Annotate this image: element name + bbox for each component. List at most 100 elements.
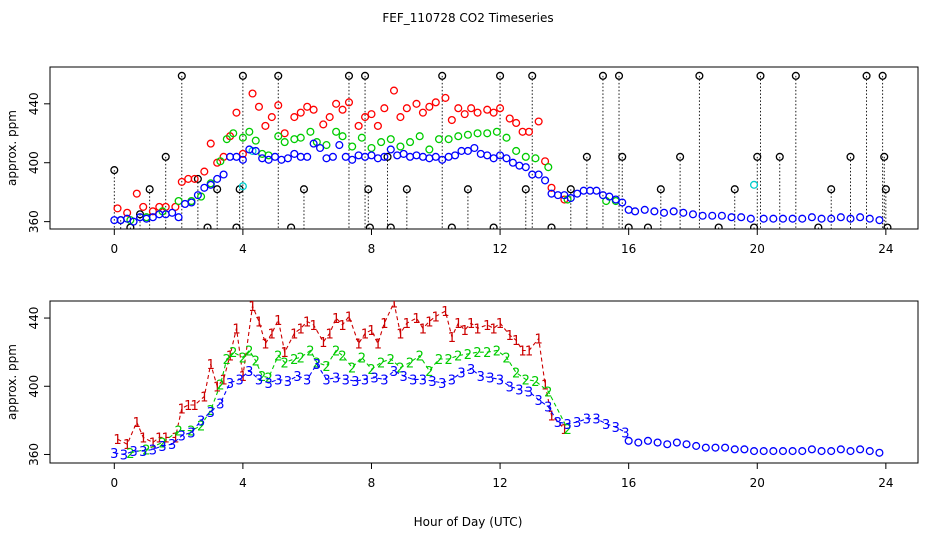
data-point [274,71,283,80]
data-point [460,110,469,119]
data-point [492,127,501,136]
data-point [521,163,530,172]
data-point [512,118,521,128]
data-point [791,71,800,80]
data-point [483,151,492,160]
data-point [541,176,550,185]
data-point [193,191,202,200]
data-point [367,110,376,119]
data-point-label: 3 [361,373,369,388]
data-point-label: 2 [377,356,385,371]
data-point [611,195,620,204]
data-point-label: 3 [236,373,244,388]
data-point-label: 1 [473,322,481,337]
data-point [880,152,889,161]
data-point-label: 3 [612,421,620,436]
data-point [365,223,374,229]
data-point [132,189,141,198]
data-point [759,214,768,223]
data-point-label: 1 [332,312,340,327]
data-point-label: 2 [425,365,433,380]
data-point-label: 1 [448,331,456,346]
data-point-label: 3 [399,370,407,385]
data-point [714,223,723,229]
data-point [277,155,286,164]
data-point-label: 2 [297,351,305,366]
data-point-label: 2 [313,356,321,371]
data-point-label: 3 [535,394,543,409]
data-point [299,185,309,194]
data-point [817,214,826,223]
data-point [213,185,222,194]
data-point-label: 1 [213,380,221,395]
data-point-label: 3 [428,375,436,390]
data-point [566,194,575,203]
data-point-label: 1 [162,431,170,446]
x-tick-label: 12 [492,242,507,256]
data-point [769,214,778,223]
data-point [798,214,807,223]
data-point-label: 2 [174,425,182,440]
data-point-label: 1 [354,338,362,353]
data-point [406,152,415,161]
data-point [473,108,482,117]
data-point [264,155,273,164]
data-point-label: 3 [168,438,176,453]
data-point [473,129,482,138]
data-point [650,207,659,216]
data-point [534,170,543,179]
data-point [618,152,627,161]
data-point [688,210,698,219]
data-point [544,163,553,172]
data-point-label: 2 [306,344,314,359]
data-point-label: 3 [621,426,629,441]
data-point-label: 1 [547,409,555,424]
data-point [338,132,347,141]
data-point-label: 3 [139,445,147,460]
top-plot-frame [49,66,919,230]
data-point-label: 1 [454,317,462,332]
data-point [325,113,334,122]
data-point [332,99,341,108]
data-point [200,167,209,176]
data-point [566,185,575,194]
data-point [528,71,537,80]
data-point-label: 1 [191,399,199,414]
data-point [283,154,292,163]
data-point [775,152,784,161]
data-point-label: 3 [515,384,523,399]
data-point-label: 2 [444,353,452,368]
data-point [541,157,550,166]
data-point-label: 1 [338,319,346,334]
data-point [881,185,890,194]
data-point-label: 1 [461,324,469,339]
series-line [117,301,565,445]
data-point [123,208,132,217]
data-point-label: 3 [409,373,417,388]
data-point [232,223,241,229]
data-point-label: 1 [281,346,289,361]
data-point [319,120,328,129]
data-point [354,121,363,130]
data-point [315,143,325,153]
data-point [425,102,434,111]
data-point [862,71,871,80]
data-point [798,447,807,456]
data-point-label: 2 [522,373,530,388]
x-tick-label: 16 [621,476,636,490]
data-point [177,177,186,186]
data-point [883,223,892,229]
data-point [875,216,884,225]
data-point [502,133,511,142]
data-point-label: 2 [483,346,491,361]
data-point-label: 3 [293,370,301,385]
data-point [701,443,710,452]
data-point [605,192,614,201]
data-point [322,154,331,163]
data-point [168,208,177,217]
data-point [309,139,318,148]
data-point [573,189,582,198]
data-point-label: 1 [380,317,388,332]
data-point [827,447,836,456]
data-point-label: 3 [573,416,581,431]
